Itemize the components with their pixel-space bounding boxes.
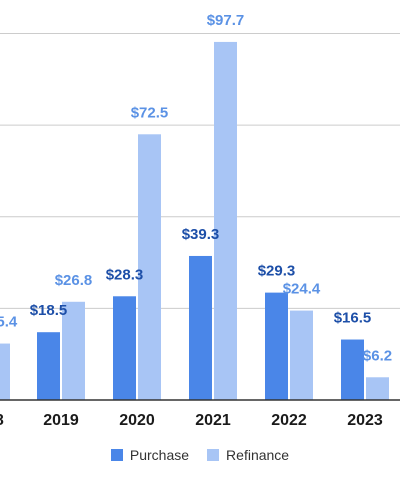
data-label-purchase-2019: $18.5: [30, 302, 68, 319]
data-labels: $18.5 $28.3 $39.3 $29.3 $16.5 $15.4 $26.8 $72.5…: [0, 12, 392, 364]
data-label-purchase-2023: $16.5: [334, 310, 372, 327]
bar-purchase-2019[interactable]: [37, 332, 60, 400]
legend-item-refinance[interactable]: Refinance: [207, 447, 289, 463]
data-label-refinance-2022: $24.4: [283, 281, 321, 298]
data-label-refinance-2020: $72.5: [131, 104, 169, 121]
bar-refinance-2018[interactable]: [0, 343, 10, 400]
legend-label-purchase: Purchase: [129, 447, 190, 463]
legend: Purchase Refinance: [0, 447, 400, 463]
data-label-refinance-2023: $6.2: [363, 347, 392, 364]
x-tick-2023: 2023: [347, 412, 383, 429]
bar-purchase-2023[interactable]: [341, 339, 364, 400]
bar-refinance-2020[interactable]: [138, 134, 161, 400]
data-label-purchase-2022: $29.3: [258, 263, 296, 280]
bar-refinance-2023[interactable]: [366, 377, 389, 400]
x-tick-2018: 2018: [0, 412, 4, 429]
bar-purchase-2021[interactable]: [189, 255, 212, 400]
x-axis-tick-labels: 2018 2019 2020 2021 2022 2023: [0, 412, 383, 429]
legend-swatch-purchase: [110, 449, 123, 461]
x-tick-2021: 2021: [195, 412, 231, 429]
x-tick-2020: 2020: [119, 412, 155, 429]
bars: [0, 41, 389, 400]
legend-swatch-refinance: [207, 449, 220, 461]
data-label-refinance-2021: $97.7: [207, 12, 245, 29]
bar-refinance-2019[interactable]: [62, 301, 85, 400]
bar-purchase-2022[interactable]: [265, 292, 288, 400]
data-label-purchase-2020: $28.3: [106, 266, 144, 283]
data-label-refinance-2019: $26.8: [55, 272, 93, 289]
legend-item-purchase[interactable]: Purchase: [110, 447, 190, 463]
bar-refinance-2021[interactable]: [214, 41, 237, 400]
x-tick-2022: 2022: [271, 412, 307, 429]
data-label-refinance-2018: $15.4: [0, 314, 18, 331]
bar-refinance-2022[interactable]: [290, 310, 313, 400]
x-tick-2019: 2019: [43, 412, 79, 429]
bar-purchase-2020[interactable]: [113, 296, 136, 400]
data-label-purchase-2021: $39.3: [182, 226, 220, 243]
legend-label-refinance: Refinance: [226, 447, 290, 463]
